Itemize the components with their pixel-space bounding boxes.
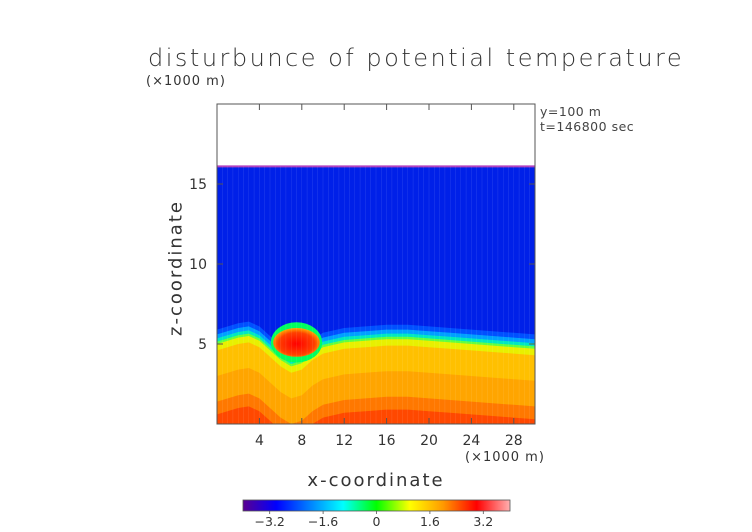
colorbar-tick-label: 0 (373, 514, 381, 529)
info-time: t=146800 sec (540, 119, 635, 134)
plot-area (217, 165, 535, 424)
colorbar-tick-label: −3.2 (255, 514, 285, 529)
x-tick-label: 12 (335, 433, 353, 449)
colorbar-tick-label: 1.6 (420, 514, 440, 529)
z-axis-unit: (×1000 m) (146, 74, 226, 89)
chart-title: disturbunce of potential temperature (148, 44, 685, 72)
x-tick-label: 16 (378, 433, 396, 449)
z-tick-label: 5 (198, 337, 207, 353)
colorbar-tick-label: 3.2 (473, 514, 493, 529)
x-tick-label: 28 (505, 433, 523, 449)
colorbar: −3.2 −1.6 0 1.6 3.2 (242, 499, 511, 529)
colorbar-tick-label: −1.6 (308, 514, 338, 529)
info-box: y=100 m t=146800 sec (540, 104, 634, 134)
x-tick-label: 4 (255, 433, 264, 449)
x-axis-unit: (×1000 m) (465, 450, 545, 465)
x-axis-label: x-coordinate (307, 470, 445, 491)
warm-bubble (273, 328, 320, 357)
z-tick-label: 15 (189, 177, 207, 193)
x-tick-label: 8 (297, 433, 306, 449)
x-tick-label: 24 (462, 433, 480, 449)
x-tick-label: 20 (420, 433, 438, 449)
info-y: y=100 m (540, 104, 602, 119)
z-tick-label: 10 (189, 257, 207, 273)
axes: 4 8 12 16 20 24 28 5 10 15 (189, 104, 535, 449)
colorbar-bar (242, 499, 511, 512)
warm-shade-3 (217, 406, 535, 424)
